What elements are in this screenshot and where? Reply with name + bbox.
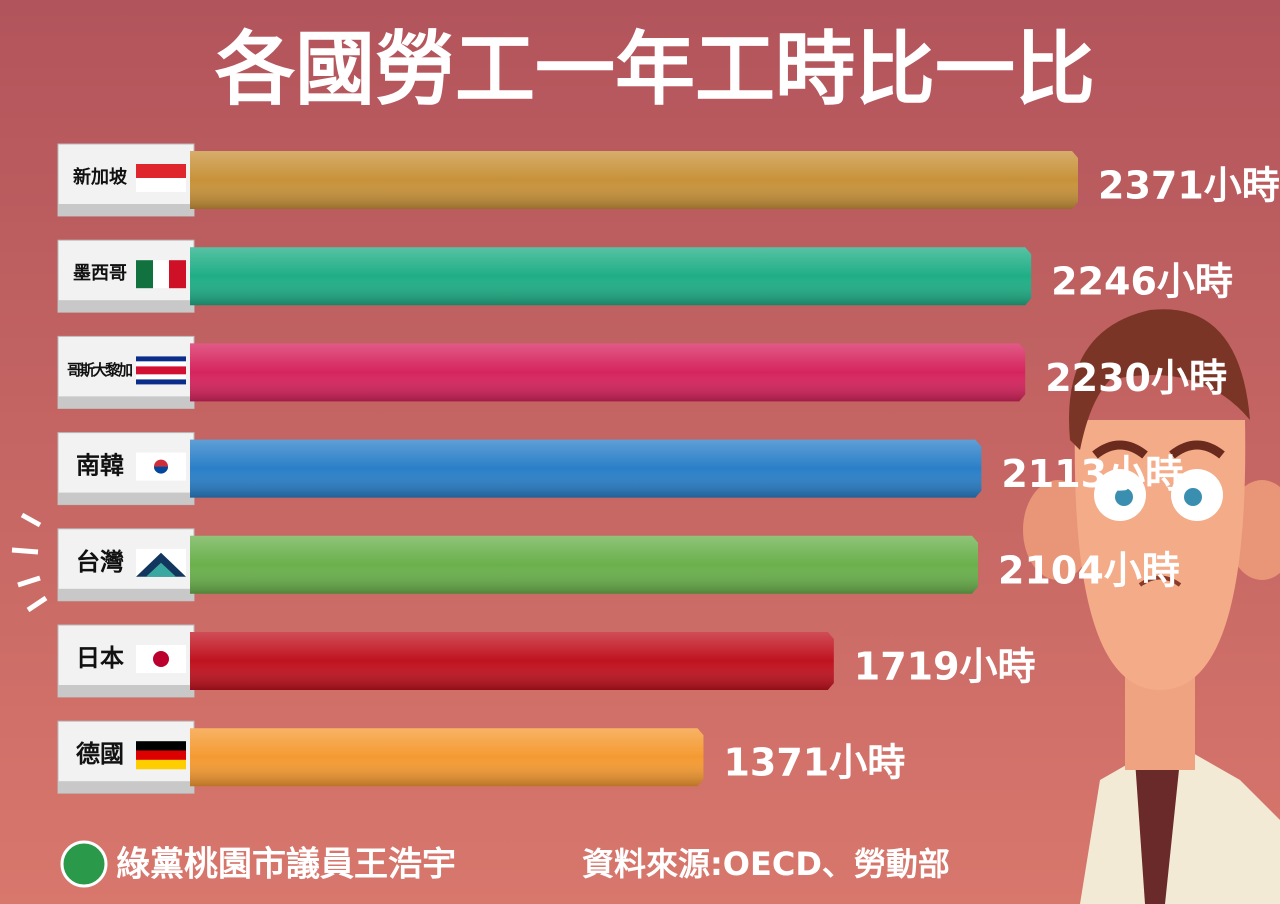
category-label: 墨西哥	[73, 263, 127, 284]
label-box-shadow	[58, 588, 194, 601]
bar-shade	[190, 343, 1026, 402]
alert-lines	[11, 512, 48, 613]
value-label: 2371小時	[1098, 164, 1280, 208]
flag	[136, 164, 186, 192]
label-box-shadow	[58, 300, 194, 313]
value-label: 2104小時	[998, 548, 1180, 592]
flag	[136, 741, 186, 751]
flag	[136, 356, 186, 385]
value-label: 2230小時	[1045, 356, 1227, 400]
footer: 綠黨桃園市議員王浩宇	[116, 845, 456, 885]
bar-shade	[190, 247, 1032, 306]
label-box-shadow	[58, 396, 194, 409]
bar-shade	[190, 632, 834, 690]
flag	[136, 164, 186, 178]
flag	[154, 466, 168, 474]
flag	[153, 260, 169, 289]
flag	[136, 260, 153, 289]
flag	[136, 374, 186, 380]
cartoon-man	[1023, 309, 1280, 904]
value-label: 1371小時	[723, 741, 905, 785]
category-label: 德國	[76, 740, 124, 768]
bar-shade	[190, 151, 1078, 209]
flag	[136, 260, 186, 289]
flag	[136, 356, 186, 362]
category-label: 哥斯大黎加	[67, 361, 133, 379]
flag	[136, 750, 186, 760]
flag	[136, 178, 186, 192]
label-box-shadow	[58, 492, 194, 505]
bar-shade	[190, 439, 982, 498]
category-label: 南韓	[76, 452, 124, 480]
flag	[169, 260, 186, 289]
label-box-shadow	[58, 781, 194, 794]
flag	[146, 562, 176, 577]
flag	[153, 651, 169, 667]
flag	[136, 759, 186, 770]
label-box-shadow	[58, 685, 194, 697]
value-label: 2246小時	[1051, 260, 1233, 304]
bar-shade	[190, 535, 979, 594]
label-box-shadow	[58, 204, 194, 216]
flag	[136, 741, 186, 770]
flag	[136, 645, 186, 673]
category-label: 新加坡	[73, 166, 128, 188]
category-label: 日本	[76, 644, 124, 672]
flag	[136, 452, 186, 481]
flag	[136, 361, 186, 367]
value-label: 2113小時	[1001, 452, 1183, 496]
value-label: 1719小時	[854, 645, 1036, 689]
flag	[136, 379, 186, 385]
bar-shade	[190, 728, 704, 787]
chart-title: 各國勞工一年工時比一比	[215, 23, 1095, 116]
flag	[136, 548, 186, 577]
category-label: 台灣	[76, 548, 124, 576]
flag	[136, 366, 186, 375]
logo	[60, 840, 108, 888]
source: 資料來源:OECD、勞動部	[582, 845, 950, 883]
